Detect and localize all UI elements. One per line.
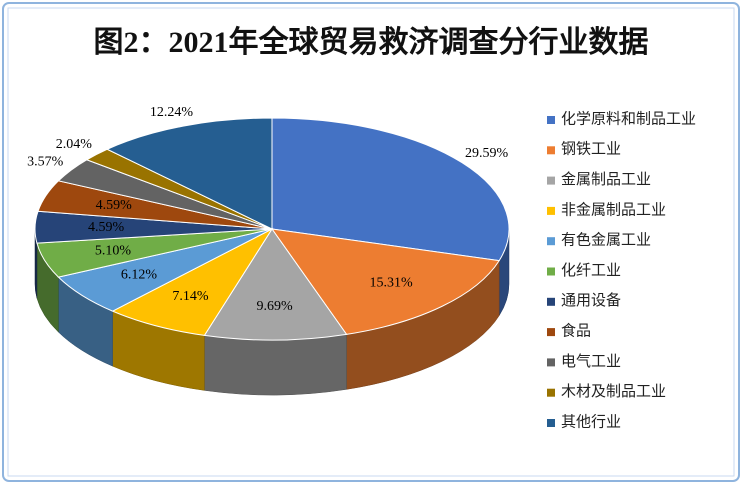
inner-frame: [7, 7, 735, 477]
legend-label: 化纤工业: [561, 262, 621, 279]
legend-label: 有色金属工业: [561, 232, 651, 249]
data-label: 5.10%: [95, 243, 132, 258]
data-labels: 29.59% 15.31% 9.69% 7.14% 6.12% 5.10% 4.59% 4.5…: [27, 105, 508, 314]
legend-swatch: [547, 206, 555, 215]
data-label: 9.69%: [256, 299, 293, 314]
data-label: 2.04%: [56, 137, 93, 152]
pie-side: [204, 334, 347, 396]
data-label: 12.24%: [150, 105, 194, 120]
data-label: 6.12%: [121, 268, 158, 283]
data-label: 3.57%: [27, 154, 64, 169]
pie-tops: [34, 117, 510, 341]
data-label: 4.59%: [88, 220, 125, 235]
legend-label: 钢铁工业: [561, 141, 621, 158]
legend-label: 非金属制品工业: [561, 201, 666, 218]
legend-swatch: [547, 419, 555, 427]
legend-label: 化学原料和制品工业: [561, 110, 696, 127]
legend-label: 金属制品工业: [561, 171, 651, 188]
legend-swatch: [547, 358, 555, 367]
pie-slice: [203, 228, 348, 341]
legend-swatch: [547, 388, 555, 397]
legend-label: 木材及制品工业: [561, 383, 666, 400]
legend-swatch: [547, 176, 555, 185]
pie-slice: [271, 117, 510, 262]
legend-label: 其他行业: [561, 413, 621, 430]
legend-swatch: [547, 297, 555, 306]
pie-slice: [270, 228, 501, 335]
pie-slice: [111, 227, 274, 336]
legend-swatch: [547, 116, 555, 124]
data-label: 15.31%: [370, 275, 414, 290]
legend-label: 食品: [561, 323, 591, 340]
legend-swatch: [547, 146, 555, 155]
chart-title: 图2：2021年全球贸易救济调查分行业数据: [94, 25, 649, 59]
legend-label: 通用设备: [561, 292, 621, 309]
legend-label: 电气工业: [561, 353, 621, 370]
data-label: 7.14%: [172, 289, 209, 304]
legend-swatch: [547, 328, 555, 337]
legend: 化学原料和制品工业钢铁工业金属制品工业非金属制品工业有色金属工业化纤工业通用设备…: [547, 110, 696, 430]
data-label: 29.59%: [465, 146, 509, 161]
legend-swatch: [547, 237, 555, 246]
legend-swatch: [547, 267, 555, 276]
data-label: 4.59%: [96, 198, 133, 213]
pie-slice: [105, 117, 273, 230]
